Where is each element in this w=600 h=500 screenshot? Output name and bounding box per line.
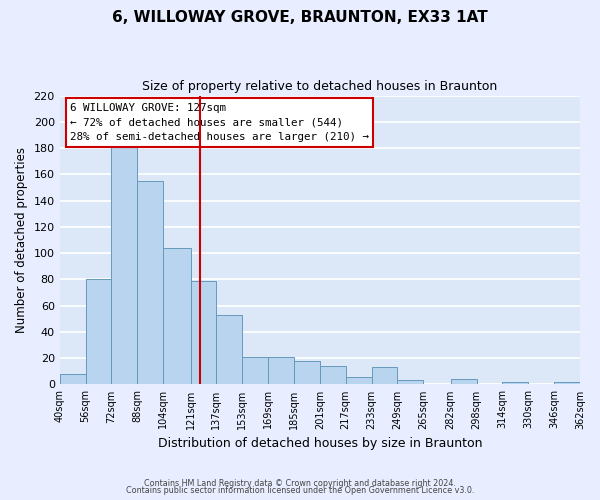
Bar (451, 379, 476, 384)
Text: 6, WILLOWAY GROVE, BRAUNTON, EX33 1AT: 6, WILLOWAY GROVE, BRAUNTON, EX33 1AT (112, 10, 488, 25)
Bar (242, 357, 268, 384)
Bar (554, 382, 580, 384)
Bar (163, 248, 191, 384)
Y-axis label: Number of detached properties: Number of detached properties (15, 147, 28, 333)
Bar (371, 368, 397, 384)
Text: Contains public sector information licensed under the Open Government Licence v3: Contains public sector information licen… (126, 486, 474, 495)
Bar (268, 357, 294, 384)
Bar (397, 380, 423, 384)
Bar (191, 280, 217, 384)
X-axis label: Distribution of detached houses by size in Braunton: Distribution of detached houses by size … (158, 437, 482, 450)
Bar (137, 181, 163, 384)
Title: Size of property relative to detached houses in Braunton: Size of property relative to detached ho… (142, 80, 497, 93)
Bar (346, 376, 371, 384)
Bar (217, 315, 242, 384)
Text: Contains HM Land Registry data © Crown copyright and database right 2024.: Contains HM Land Registry data © Crown c… (144, 478, 456, 488)
Bar (320, 366, 346, 384)
Bar (59, 374, 86, 384)
Bar (86, 280, 112, 384)
Bar (502, 382, 528, 384)
Bar (294, 361, 320, 384)
Bar (112, 147, 137, 384)
Text: 6 WILLOWAY GROVE: 127sqm
← 72% of detached houses are smaller (544)
28% of semi-: 6 WILLOWAY GROVE: 127sqm ← 72% of detach… (70, 103, 369, 142)
